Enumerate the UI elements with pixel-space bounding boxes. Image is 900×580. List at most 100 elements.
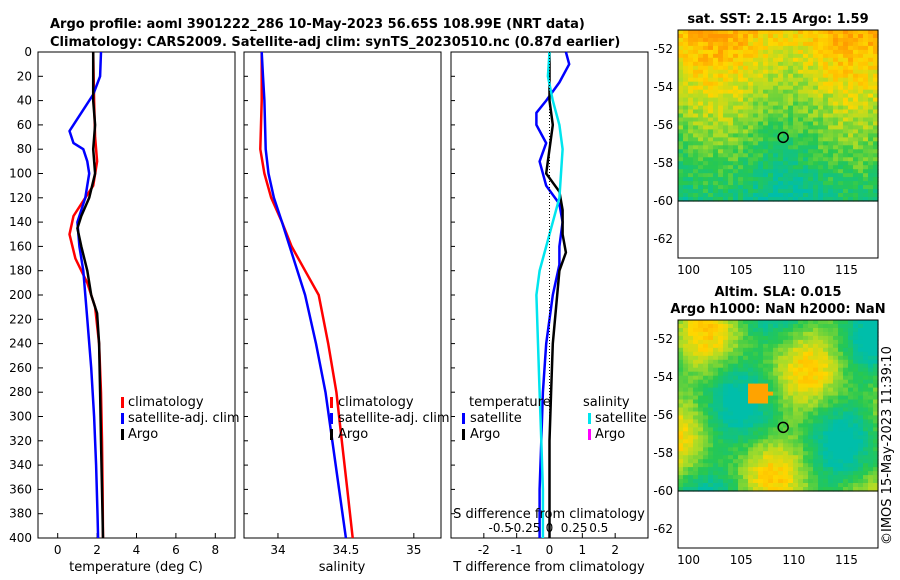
- map-cell: [823, 339, 829, 345]
- map-cell: [833, 129, 839, 134]
- map-cell: [853, 105, 859, 111]
- map-cell: [843, 157, 849, 162]
- map-cell: [873, 439, 879, 444]
- map-cell: [813, 419, 819, 424]
- map-cell: [768, 375, 774, 381]
- map-cell: [778, 475, 784, 480]
- map-cell: [778, 455, 784, 460]
- map-cell: [868, 93, 874, 99]
- map-cell: [768, 355, 774, 361]
- map-cell: [868, 483, 874, 488]
- map-cell: [768, 415, 774, 420]
- map-cell: [863, 189, 869, 194]
- map-cell: [863, 391, 869, 397]
- map-cell: [763, 343, 769, 349]
- map-cell: [818, 447, 824, 452]
- map-cell: [808, 145, 814, 150]
- map-cell: [783, 335, 789, 341]
- map-cell: [698, 487, 704, 492]
- map-cell: [813, 181, 819, 186]
- map-cell: [758, 77, 764, 83]
- map-cell: [773, 335, 779, 341]
- map-cell: [793, 105, 799, 111]
- map-cell: [863, 133, 869, 138]
- map-cell: [773, 328, 779, 333]
- map-cell: [693, 173, 699, 178]
- map-cell: [783, 117, 789, 123]
- map-cell: [798, 77, 804, 83]
- map-cell: [738, 149, 744, 154]
- map-cell: [753, 149, 759, 154]
- map-cell: [848, 61, 854, 67]
- map-cell: [793, 53, 799, 59]
- y-tick-label: 80: [17, 142, 32, 156]
- map-cell: [778, 471, 784, 476]
- map-cell: [713, 324, 719, 329]
- map-cell: [733, 173, 739, 178]
- map-cell: [783, 57, 789, 63]
- map-cell: [728, 165, 734, 170]
- map-cell: [678, 53, 684, 59]
- map-cell: [703, 77, 709, 83]
- map-cell: [713, 399, 719, 405]
- map-cell: [728, 77, 734, 83]
- map-cell: [833, 101, 839, 107]
- map-cell: [678, 93, 684, 99]
- map-cell: [693, 121, 699, 127]
- map-cell: [808, 331, 814, 337]
- map-cell: [843, 173, 849, 178]
- map-cell: [773, 447, 779, 452]
- map-cell: [848, 157, 854, 162]
- map-cell: [718, 30, 724, 35]
- map-cell: [768, 141, 774, 146]
- map-cell: [838, 89, 844, 95]
- map-cell: [788, 41, 794, 47]
- map-cell: [778, 41, 784, 47]
- map-cell: [778, 427, 784, 432]
- map-cell: [763, 359, 769, 365]
- map-cell: [688, 57, 694, 63]
- map-cell: [763, 145, 769, 150]
- map-cell: [748, 53, 754, 59]
- map-cell: [728, 379, 734, 385]
- map-cell: [738, 189, 744, 194]
- map-cell: [868, 181, 874, 186]
- map-cell: [698, 57, 704, 63]
- map-cell: [793, 157, 799, 162]
- map-cell: [713, 347, 719, 353]
- map-cell: [728, 125, 734, 130]
- map-cell: [783, 455, 789, 460]
- map-cell: [773, 109, 779, 115]
- map-cell: [698, 189, 704, 194]
- map-cell: [808, 403, 814, 409]
- map-cell: [863, 355, 869, 361]
- map-cell: [713, 89, 719, 95]
- map-cell: [873, 351, 879, 357]
- map-cell: [683, 81, 689, 87]
- map-cell: [693, 65, 699, 71]
- map-cell: [843, 471, 849, 476]
- map-cell: [783, 185, 789, 190]
- map-cell: [838, 471, 844, 476]
- map-cell: [733, 387, 739, 393]
- map-cell: [853, 339, 859, 345]
- map-cell: [713, 149, 719, 154]
- map-cell: [733, 331, 739, 337]
- map-cell: [793, 403, 799, 409]
- map-cell: [873, 61, 879, 67]
- map-cell: [793, 117, 799, 123]
- map-cell: [723, 93, 729, 99]
- temperature-legend: climatology satellite-adj. clim Argo: [121, 395, 240, 442]
- map-cell: [783, 45, 789, 51]
- map-cell: [813, 193, 819, 198]
- map-cell: [818, 113, 824, 119]
- map-cell: [683, 193, 689, 198]
- map-cell: [773, 125, 779, 130]
- map-cell: [768, 435, 774, 440]
- map-cell: [798, 34, 804, 39]
- map-cell: [808, 149, 814, 154]
- map-cell: [738, 343, 744, 349]
- map-cell: [718, 359, 724, 365]
- map-cell: [828, 109, 834, 115]
- map-cell: [858, 455, 864, 460]
